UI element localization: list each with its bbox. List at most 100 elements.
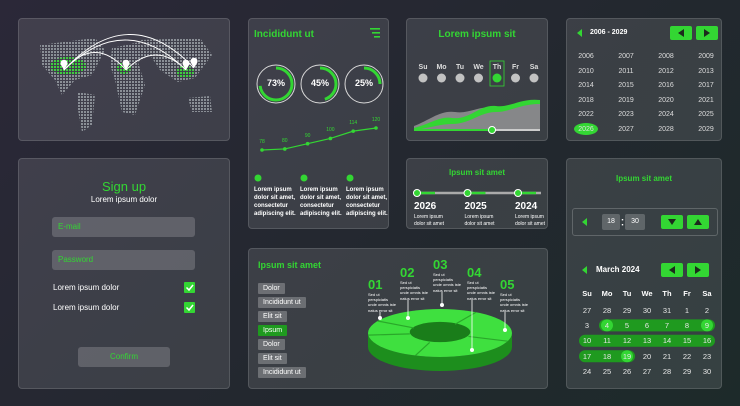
year-item[interactable]: 2022 [578, 111, 594, 118]
weekday-dot[interactable] [511, 73, 520, 83]
weekday-dot[interactable] [455, 73, 465, 83]
calendar-day[interactable]: 24 [582, 367, 592, 377]
calendar-day[interactable]: 28 [602, 305, 612, 315]
calendar-day[interactable]: 17 [582, 351, 592, 361]
year-item[interactable]: 2016 [658, 82, 674, 89]
calendar-day[interactable]: 26 [622, 367, 632, 377]
calendar-day[interactable]: 29 [682, 367, 692, 377]
year-item[interactable]: 2028 [658, 125, 674, 133]
year-item[interactable]: 2006 [578, 53, 594, 60]
calendar-day[interactable]: 19 [622, 351, 632, 361]
weekday-label[interactable]: Sa [529, 64, 539, 71]
tag[interactable]: Incididunt ut [258, 367, 306, 378]
year-item[interactable]: 2027 [618, 125, 634, 133]
year-item[interactable]: 2023 [618, 111, 634, 118]
ring-divider [468, 335, 508, 342]
tag[interactable]: Elit sit [258, 353, 287, 364]
calendar-day[interactable]: 21 [662, 351, 672, 361]
nav-arrow[interactable] [582, 218, 587, 226]
calendar-day[interactable]: 22 [682, 351, 692, 361]
year-item[interactable]: 2015 [618, 82, 634, 89]
minute-box[interactable] [625, 214, 645, 230]
ring-divider [368, 333, 410, 336]
input-field[interactable] [52, 217, 195, 237]
year-item[interactable]: 2008 [658, 53, 674, 60]
slider-knob[interactable] [488, 126, 496, 134]
weekday-label[interactable]: Tu [455, 64, 465, 71]
calendar-day[interactable]: 9 [704, 320, 710, 330]
year-item[interactable]: 2018 [578, 96, 594, 104]
year-item[interactable]: 2029 [698, 125, 714, 133]
hour-box[interactable] [602, 214, 620, 230]
weekday-dot[interactable] [529, 73, 539, 83]
button-label[interactable]: Confirm [109, 352, 139, 361]
nav-arrow[interactable] [577, 29, 582, 37]
calendar-day[interactable]: 31 [662, 305, 672, 315]
calendar-day[interactable]: 2 [704, 305, 710, 315]
calendar-day[interactable]: 30 [702, 367, 712, 377]
calendar-day[interactable]: 25 [602, 367, 612, 377]
year-item[interactable]: 2010 [578, 67, 594, 75]
time-separator [621, 224, 624, 226]
year-item[interactable]: 2014 [578, 82, 594, 89]
nav-arrow[interactable] [582, 266, 587, 274]
tag[interactable]: Dolor [258, 339, 285, 350]
calendar-day[interactable]: 16 [702, 336, 712, 346]
calendar-day[interactable]: 27 [582, 305, 592, 315]
weekday-dot[interactable] [492, 73, 502, 83]
calendar-day[interactable]: 3 [584, 320, 590, 330]
tag[interactable]: Incididunt ut [258, 297, 306, 308]
weekday-dot[interactable] [418, 73, 428, 83]
calendar-day[interactable]: 4 [604, 320, 610, 330]
year-item[interactable]: 2024 [658, 111, 674, 118]
calendar-day[interactable]: 23 [702, 351, 712, 361]
calendar-day[interactable]: 8 [684, 320, 690, 330]
checkbox[interactable] [184, 302, 195, 313]
calendar-day[interactable]: 12 [622, 336, 632, 346]
calendar-day[interactable]: 14 [662, 336, 672, 346]
calendar-day[interactable]: 18 [602, 351, 612, 361]
weekday-label[interactable]: We [473, 64, 484, 71]
year-item[interactable]: 2017 [698, 82, 714, 89]
calendar-day[interactable]: 1 [684, 305, 690, 315]
tag[interactable]: Elit sit [258, 311, 287, 322]
calendar-day[interactable]: 10 [582, 336, 592, 346]
step-dot [406, 316, 410, 320]
weekday-dot[interactable] [474, 73, 483, 83]
calendar-day[interactable]: 7 [664, 320, 670, 330]
weekday-label[interactable]: Fr [512, 64, 519, 71]
range-highlight [579, 350, 635, 363]
year-item[interactable]: 2013 [698, 67, 714, 75]
calendar-day[interactable]: 15 [682, 336, 692, 346]
weekday-label[interactable]: Su [418, 64, 428, 71]
input-field[interactable] [52, 250, 195, 270]
calendar-day[interactable]: 11 [603, 336, 611, 346]
year-item[interactable]: 2021 [698, 96, 714, 104]
year-item[interactable]: 2025 [698, 111, 714, 118]
confirm-button[interactable] [78, 347, 170, 367]
calendar-day[interactable]: 28 [662, 367, 672, 377]
weekday-label[interactable]: Th [492, 64, 502, 71]
weekday-dot[interactable] [437, 73, 446, 83]
checkbox[interactable] [184, 282, 195, 293]
year-item[interactable]: 2009 [698, 53, 714, 60]
year-item[interactable]: 2026 [578, 125, 594, 133]
timeline-title: Ipsum sit amet [448, 168, 506, 177]
calendar-day[interactable]: 27 [642, 367, 652, 377]
calendar-day[interactable]: 13 [642, 336, 652, 346]
trend-point [260, 148, 264, 152]
tag[interactable]: Dolor [258, 283, 285, 294]
year-item[interactable]: 2011 [618, 67, 634, 75]
tag[interactable]: Ipsum [258, 325, 288, 336]
weekday-label[interactable]: Mo [436, 64, 447, 71]
year-item[interactable]: 2012 [658, 67, 674, 75]
timeline-dot [514, 189, 522, 197]
calendar-day[interactable]: 29 [622, 305, 632, 315]
year-item[interactable]: 2019 [618, 96, 634, 104]
calendar-day[interactable]: 5 [624, 320, 630, 330]
calendar-day[interactable]: 20 [642, 351, 652, 361]
calendar-day[interactable]: 30 [642, 305, 652, 315]
year-item[interactable]: 2007 [618, 53, 634, 60]
year-item[interactable]: 2020 [658, 96, 674, 104]
calendar-day[interactable]: 6 [644, 320, 650, 330]
